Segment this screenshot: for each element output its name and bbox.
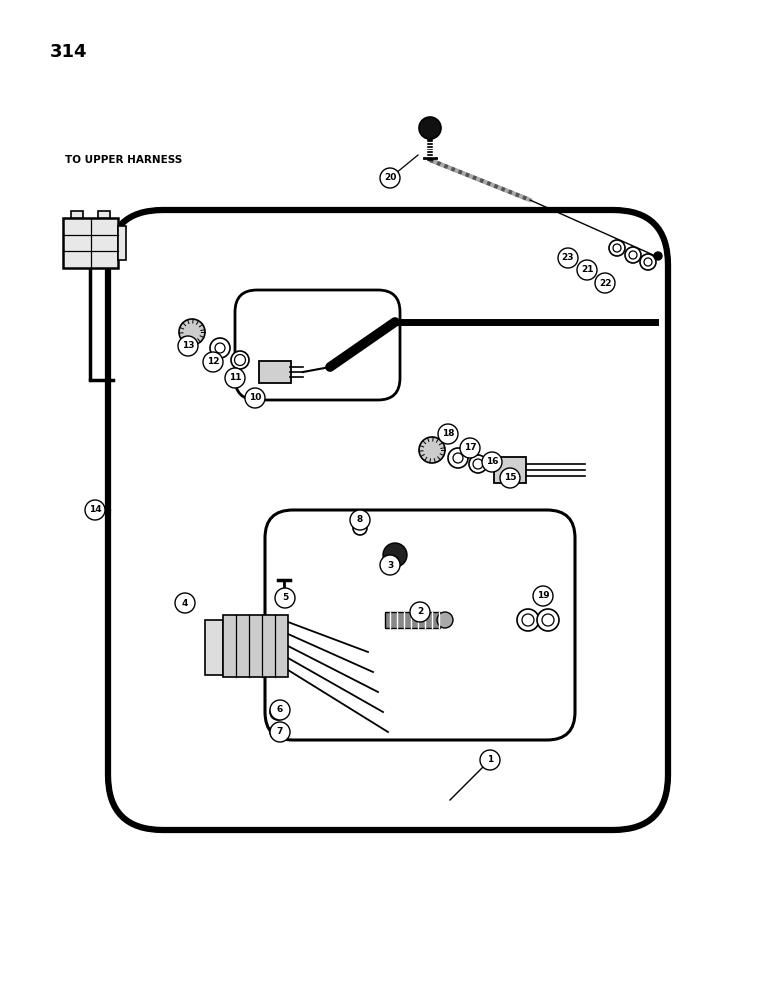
Text: 18: 18: [441, 430, 454, 438]
Circle shape: [383, 543, 407, 567]
Bar: [223, 615, 288, 677]
Text: 13: 13: [182, 342, 194, 351]
Circle shape: [437, 612, 453, 628]
Circle shape: [270, 704, 286, 720]
Circle shape: [640, 254, 656, 270]
Text: 12: 12: [207, 358, 219, 366]
Text: 3: 3: [387, 560, 393, 570]
Circle shape: [595, 273, 615, 293]
Text: 1: 1: [487, 756, 493, 764]
Circle shape: [469, 455, 487, 473]
Text: 14: 14: [89, 506, 101, 514]
Circle shape: [654, 252, 662, 260]
Bar: [118, 226, 126, 260]
Circle shape: [210, 338, 230, 358]
Circle shape: [419, 437, 445, 463]
Bar: [205, 620, 223, 675]
Circle shape: [438, 424, 458, 444]
Text: 19: 19: [537, 591, 549, 600]
Circle shape: [517, 609, 539, 631]
Circle shape: [245, 388, 265, 408]
Circle shape: [419, 117, 441, 139]
Circle shape: [500, 468, 520, 488]
Text: 11: 11: [229, 373, 241, 382]
Circle shape: [270, 700, 290, 720]
Circle shape: [460, 438, 480, 458]
Circle shape: [353, 521, 367, 535]
Circle shape: [270, 722, 290, 742]
Circle shape: [178, 336, 198, 356]
Circle shape: [577, 260, 597, 280]
Bar: [385, 612, 440, 628]
Text: 2: 2: [417, 607, 423, 616]
Circle shape: [533, 586, 553, 606]
Text: 17: 17: [463, 444, 477, 452]
Circle shape: [482, 452, 502, 472]
Circle shape: [609, 240, 625, 256]
Circle shape: [231, 351, 249, 369]
Text: 16: 16: [486, 458, 498, 466]
Bar: [98, 211, 110, 218]
Text: 22: 22: [599, 278, 612, 288]
Circle shape: [179, 319, 205, 345]
Circle shape: [625, 247, 641, 263]
Circle shape: [85, 500, 105, 520]
Circle shape: [225, 368, 245, 388]
Text: 23: 23: [562, 253, 574, 262]
Text: 7: 7: [277, 728, 283, 736]
Circle shape: [175, 593, 195, 613]
Text: 5: 5: [282, 593, 288, 602]
Circle shape: [410, 602, 430, 622]
Circle shape: [380, 168, 400, 188]
Text: 314: 314: [50, 43, 87, 61]
FancyBboxPatch shape: [494, 457, 526, 483]
Text: TO UPPER HARNESS: TO UPPER HARNESS: [65, 155, 183, 165]
Text: 15: 15: [504, 474, 516, 483]
Text: 20: 20: [384, 174, 396, 182]
Circle shape: [350, 510, 370, 530]
Circle shape: [275, 588, 295, 608]
Text: 4: 4: [182, 598, 188, 607]
Text: 8: 8: [357, 516, 363, 524]
Circle shape: [480, 750, 500, 770]
Text: 10: 10: [249, 393, 261, 402]
Circle shape: [558, 248, 578, 268]
Circle shape: [380, 555, 400, 575]
FancyBboxPatch shape: [259, 361, 291, 383]
FancyBboxPatch shape: [63, 218, 118, 268]
Circle shape: [448, 448, 468, 468]
Circle shape: [203, 352, 223, 372]
Circle shape: [270, 724, 286, 740]
Circle shape: [537, 609, 559, 631]
Text: 21: 21: [581, 265, 594, 274]
Text: 6: 6: [277, 706, 283, 714]
Bar: [71, 211, 83, 218]
